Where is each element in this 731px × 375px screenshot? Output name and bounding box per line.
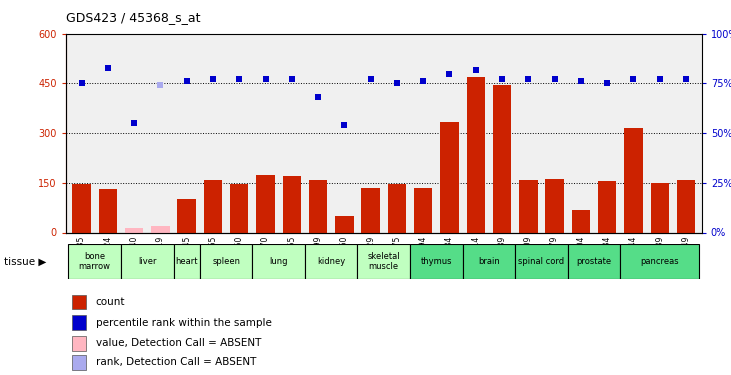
Bar — [173, 244, 200, 279]
Bar — [305, 244, 357, 279]
Text: brain: brain — [478, 257, 500, 266]
Bar — [121, 244, 173, 279]
Bar — [72, 336, 86, 351]
Text: thymus: thymus — [420, 257, 452, 266]
Bar — [598, 181, 616, 232]
Bar — [99, 189, 117, 232]
Bar — [387, 184, 406, 232]
Bar — [125, 228, 143, 232]
Text: count: count — [96, 297, 125, 307]
Bar — [252, 244, 305, 279]
Text: tissue ▶: tissue ▶ — [4, 257, 46, 267]
Bar — [335, 216, 354, 232]
Bar — [624, 128, 643, 232]
Bar — [309, 180, 327, 232]
Bar — [204, 180, 222, 232]
Bar — [283, 176, 301, 232]
Bar — [230, 184, 249, 232]
Bar — [463, 244, 515, 279]
Text: spinal cord: spinal cord — [518, 257, 564, 266]
Bar — [72, 315, 86, 330]
Text: GDS423 / 45368_s_at: GDS423 / 45368_s_at — [66, 11, 200, 24]
Text: kidney: kidney — [317, 257, 345, 266]
Bar — [200, 244, 252, 279]
Bar — [515, 244, 568, 279]
Bar — [151, 226, 170, 232]
Bar — [257, 174, 275, 232]
Text: spleen: spleen — [212, 257, 240, 266]
Bar — [568, 244, 621, 279]
Bar — [414, 188, 433, 232]
Bar — [72, 355, 86, 370]
Text: bone
marrow: bone marrow — [79, 252, 110, 271]
Bar — [72, 294, 86, 309]
Bar — [651, 183, 669, 232]
Bar — [519, 180, 537, 232]
Bar — [357, 244, 410, 279]
Bar — [621, 244, 699, 279]
Text: percentile rank within the sample: percentile rank within the sample — [96, 318, 271, 328]
Text: rank, Detection Call = ABSENT: rank, Detection Call = ABSENT — [96, 357, 256, 367]
Text: liver: liver — [138, 257, 156, 266]
Bar — [410, 244, 463, 279]
Bar — [677, 180, 695, 232]
Bar — [69, 244, 121, 279]
Bar — [545, 178, 564, 232]
Bar — [572, 210, 590, 232]
Bar — [466, 77, 485, 232]
Bar — [493, 85, 511, 232]
Bar — [72, 184, 91, 232]
Text: pancreas: pancreas — [640, 257, 679, 266]
Text: prostate: prostate — [577, 257, 612, 266]
Bar — [361, 188, 380, 232]
Text: lung: lung — [270, 257, 288, 266]
Text: value, Detection Call = ABSENT: value, Detection Call = ABSENT — [96, 338, 261, 348]
Bar — [440, 122, 458, 232]
Text: skeletal
muscle: skeletal muscle — [368, 252, 400, 271]
Bar — [178, 200, 196, 232]
Text: heart: heart — [175, 257, 198, 266]
